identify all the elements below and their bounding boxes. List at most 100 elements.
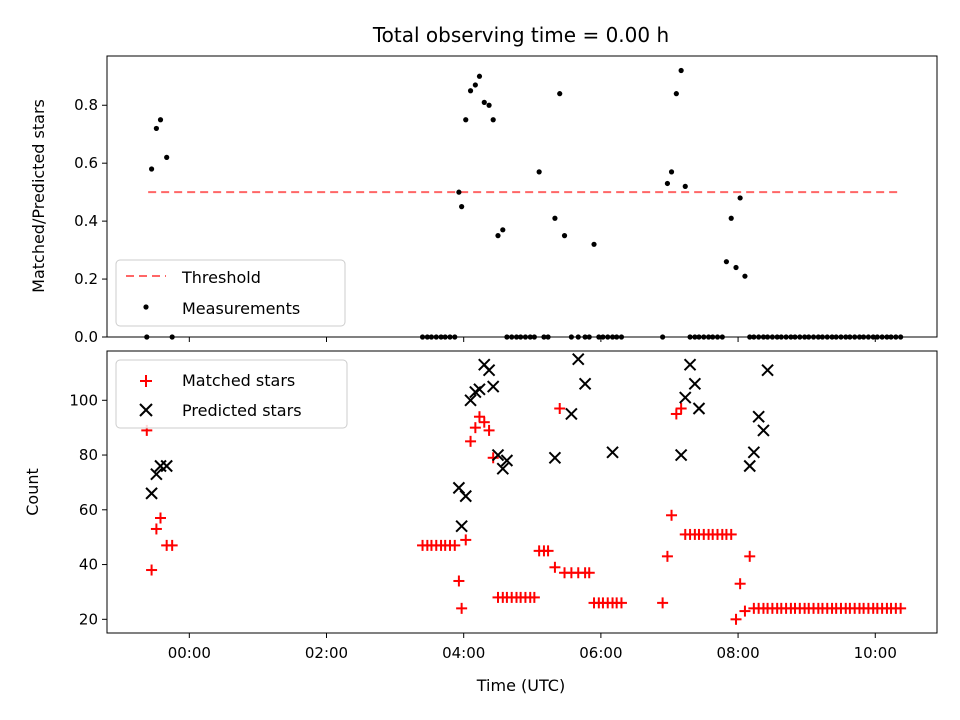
measurement-point bbox=[733, 264, 739, 271]
ratio-y-ticks: 0.0 0.2 0.4 0.6 0.8 bbox=[74, 96, 107, 346]
measurement-point bbox=[557, 91, 563, 97]
measurement-point bbox=[561, 233, 568, 239]
measurement-point bbox=[664, 180, 671, 187]
ratio-marks bbox=[144, 67, 904, 340]
matched-stars-point bbox=[465, 435, 477, 447]
measurement-point bbox=[742, 273, 748, 279]
matched-stars-point bbox=[483, 424, 495, 436]
legend-matched-label: Matched stars bbox=[182, 371, 295, 390]
matched-stars-point bbox=[549, 561, 561, 573]
matched-stars-point bbox=[449, 539, 461, 551]
ratio-y-tick-label: 0.6 bbox=[74, 154, 98, 172]
matched-stars-point bbox=[583, 567, 595, 579]
matched-stars-point bbox=[146, 564, 158, 576]
measurement-point bbox=[459, 204, 465, 210]
legend-predicted-swatch bbox=[139, 403, 153, 417]
chart-title: Total observing time = 0.00 h bbox=[372, 23, 669, 47]
predicted-stars-point bbox=[674, 448, 688, 462]
measurement-point bbox=[467, 88, 474, 94]
predicted-stars-point bbox=[743, 459, 756, 473]
x-axis-label: Time (UTC) bbox=[476, 676, 565, 695]
predicted-stars-point bbox=[491, 448, 505, 462]
matched-stars-point bbox=[739, 605, 751, 617]
measurement-point bbox=[495, 233, 501, 239]
predicted-stars-point bbox=[145, 487, 158, 500]
count-marks bbox=[141, 353, 907, 625]
matched-stars-point bbox=[661, 550, 673, 562]
count-y-tick-label: 80 bbox=[79, 446, 98, 464]
count-y-ticks: 20 40 60 80 100 bbox=[69, 391, 107, 628]
matched-stars-point bbox=[469, 422, 481, 434]
count-legend-box bbox=[115, 359, 348, 429]
matched-stars-point bbox=[150, 523, 162, 535]
matched-stars-point bbox=[166, 539, 178, 551]
matched-stars-point bbox=[615, 597, 627, 609]
measurement-point bbox=[737, 195, 743, 201]
measurement-point bbox=[552, 215, 558, 221]
measurement-point bbox=[682, 183, 688, 189]
predicted-stars-point bbox=[496, 462, 510, 475]
matched-stars-point bbox=[487, 452, 499, 464]
matched-stars-point bbox=[895, 602, 907, 614]
ratio-y-tick-label: 0.8 bbox=[74, 96, 98, 114]
predicted-stars-point bbox=[150, 467, 163, 481]
count-x-tick-label: 00:00 bbox=[168, 644, 211, 662]
ratio-axes-frame bbox=[106, 55, 938, 338]
count-x-ticks: 00:00 02:00 04:00 06:00 08:00 10:00 bbox=[168, 633, 897, 662]
matched-stars-point bbox=[473, 411, 485, 423]
ratio-y-tick-label: 0.0 bbox=[74, 328, 98, 346]
ratio-y-tick-label: 0.2 bbox=[74, 270, 98, 288]
matched-stars-point bbox=[554, 402, 566, 414]
predicted-stars-point bbox=[752, 410, 765, 423]
legend-measurements-swatch bbox=[143, 304, 149, 310]
measurement-point bbox=[591, 241, 597, 247]
count-y-tick-label: 60 bbox=[79, 501, 98, 519]
matched-stars-point bbox=[730, 613, 742, 625]
measurement-point bbox=[486, 102, 492, 108]
measurement-point bbox=[536, 169, 542, 175]
measurement-point bbox=[678, 67, 684, 74]
predicted-stars-point bbox=[160, 459, 173, 473]
measurement-point bbox=[463, 117, 469, 123]
ratio-legend: Threshold Measurements bbox=[115, 259, 346, 327]
ratio-y-axis-label: Matched/Predicted stars bbox=[29, 99, 48, 293]
measurement-point bbox=[472, 82, 478, 88]
measurement-point bbox=[476, 73, 483, 79]
matched-stars-point bbox=[453, 575, 465, 587]
legend-threshold-label: Threshold bbox=[181, 268, 261, 287]
predicted-stars-point bbox=[486, 380, 500, 393]
count-x-tick-label: 10:00 bbox=[854, 644, 897, 662]
predicted-stars-point bbox=[688, 377, 702, 391]
matched-stars-point bbox=[734, 578, 746, 590]
matched-stars-point bbox=[528, 591, 540, 603]
ratio-y-tick-label: 0.4 bbox=[74, 212, 98, 230]
predicted-stars-point bbox=[565, 407, 578, 421]
count-x-tick-label: 08:00 bbox=[716, 644, 759, 662]
legend-matched-swatch bbox=[140, 375, 152, 387]
predicted-stars-point bbox=[548, 451, 562, 464]
count-x-tick-label: 02:00 bbox=[305, 644, 348, 662]
count-y-tick-label: 100 bbox=[69, 391, 98, 409]
predicted-stars-point bbox=[482, 363, 496, 377]
predicted-stars-point bbox=[473, 383, 486, 396]
predicted-stars-point bbox=[747, 446, 761, 459]
ratio-x-ticks bbox=[188, 337, 876, 342]
predicted-stars-point bbox=[692, 402, 706, 415]
predicted-stars-point bbox=[572, 353, 585, 366]
measurement-point bbox=[153, 125, 159, 132]
predicted-stars-point bbox=[683, 358, 697, 371]
legend-predicted-label: Predicted stars bbox=[182, 401, 302, 420]
matched-stars-point bbox=[670, 408, 682, 420]
count-x-tick-label: 04:00 bbox=[442, 644, 485, 662]
measurement-point bbox=[673, 91, 679, 97]
count-panel: 20 40 60 80 100 00:00 02:00 04:00 06:00 08:00 10:… bbox=[23, 350, 938, 695]
matched-stars-point bbox=[666, 509, 678, 521]
predicted-stars-point bbox=[578, 377, 592, 391]
ratio-legend-box bbox=[115, 259, 346, 327]
count-y-axis-label: Count bbox=[23, 468, 42, 516]
predicted-stars-point bbox=[757, 424, 770, 437]
matched-stars-point bbox=[675, 402, 687, 414]
predicted-stars-point bbox=[455, 520, 468, 533]
predicted-stars-point bbox=[500, 454, 514, 467]
